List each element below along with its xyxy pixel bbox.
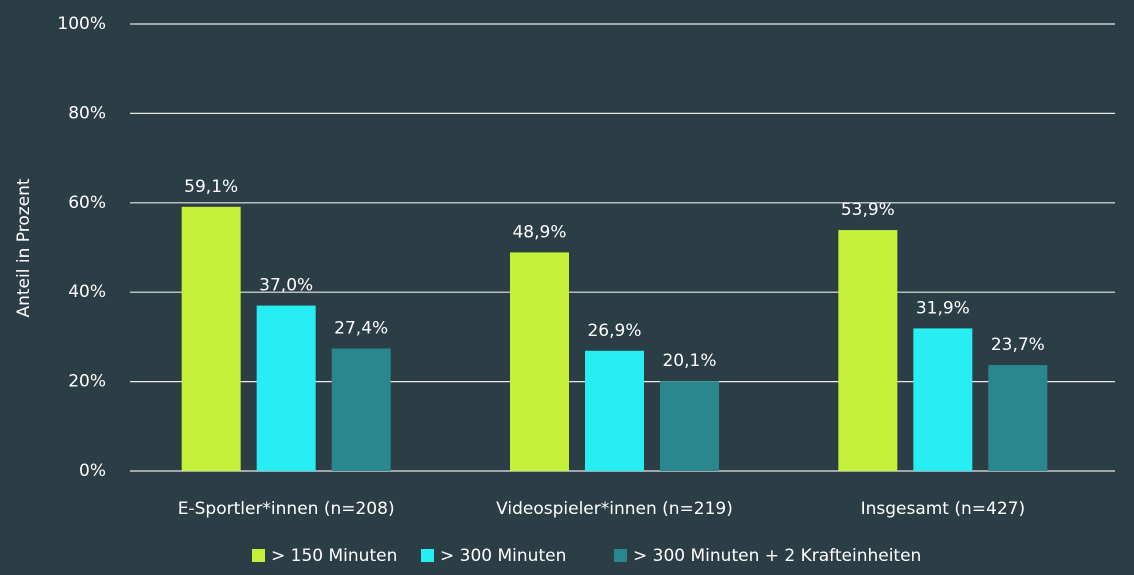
legend-swatch [252,549,265,562]
bar [913,328,973,471]
bar [585,350,644,471]
bar [181,206,241,471]
bar [256,305,316,471]
data-label: 37,0% [259,276,313,296]
bar [988,365,1048,471]
legend-swatch [614,549,627,562]
data-label: 23,7% [991,335,1045,355]
y-tick-label: 0% [79,461,106,481]
bar [660,381,719,471]
bar [838,230,898,471]
y-axis-label: Anteil in Prozent [14,178,34,317]
legend-swatch [421,549,434,562]
bar [510,252,569,471]
legend-label: > 300 Minuten [440,546,566,566]
data-label: 48,9% [512,222,566,242]
x-tick-label: Insgesamt (n=427) [861,499,1026,519]
data-label: 59,1% [184,177,238,197]
data-label: 27,4% [334,319,388,339]
y-tick-label: 60% [68,193,106,213]
y-tick-label: 40% [68,282,106,302]
y-tick-label: 80% [68,103,106,123]
legend-label: > 150 Minuten [271,546,397,566]
data-label: 31,9% [916,298,970,318]
legend-label: > 300 Minuten + 2 Krafteinheiten [633,546,921,566]
data-label: 20,1% [662,351,716,371]
x-tick-label: Videospieler*innen (n=219) [496,499,733,519]
bar [331,348,391,471]
x-tick-label: E-Sportler*innen (n=208) [178,499,395,519]
data-label: 53,9% [841,200,895,220]
data-label: 26,9% [587,321,641,341]
y-tick-label: 100% [57,14,106,34]
y-tick-label: 20% [68,372,106,392]
